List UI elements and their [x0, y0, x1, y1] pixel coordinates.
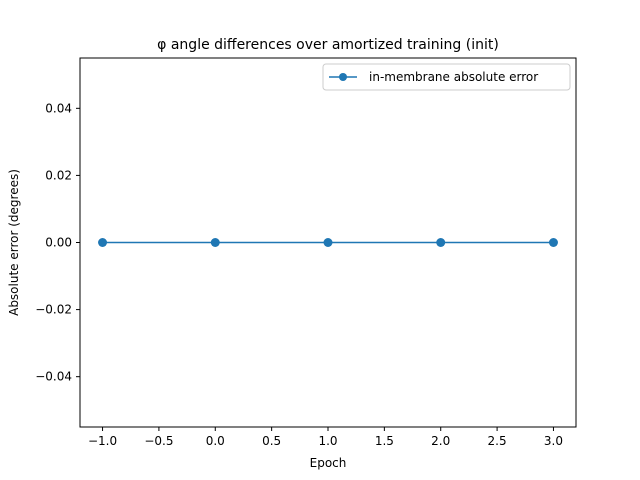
y-tick-label: −0.04: [35, 370, 72, 384]
data-point: [210, 238, 220, 247]
legend-box: [322, 63, 571, 91]
x-tick-label: 1.0: [318, 434, 337, 448]
legend-label: in-membrane absolute error: [369, 70, 538, 84]
x-tick-label: −1.0: [88, 434, 117, 448]
data-point: [548, 238, 558, 247]
x-tick-label: 1.5: [375, 434, 394, 448]
data-point: [98, 238, 108, 247]
y-axis-title: Absolute error (degrees): [7, 169, 21, 316]
legend: in-membrane absolute error: [322, 63, 571, 91]
data-point: [323, 238, 333, 247]
y-axis: −0.04 −0.02 0.00 0.02 0.04: [35, 101, 80, 384]
x-axis: −1.0 −0.5 0.0 0.5 1.0 1.5 2.0 2.5 3.0: [88, 427, 563, 448]
x-tick-label: 2.0: [431, 434, 450, 448]
y-tick-label: 0.04: [45, 101, 72, 115]
chart-title: φ angle differences over amortized train…: [157, 37, 499, 53]
x-tick-label: 3.0: [544, 434, 563, 448]
x-axis-title: Epoch: [310, 456, 347, 470]
y-tick-label: −0.02: [35, 303, 72, 317]
x-tick-label: −0.5: [144, 434, 173, 448]
x-tick-label: 0.0: [206, 434, 225, 448]
data-point: [436, 238, 446, 247]
y-tick-label: 0.02: [45, 168, 72, 182]
series-layer: [98, 238, 558, 247]
x-tick-label: 2.5: [488, 434, 507, 448]
legend-swatch-marker: [339, 73, 347, 81]
y-tick-label: 0.00: [45, 236, 72, 250]
x-tick-label: 0.5: [262, 434, 281, 448]
